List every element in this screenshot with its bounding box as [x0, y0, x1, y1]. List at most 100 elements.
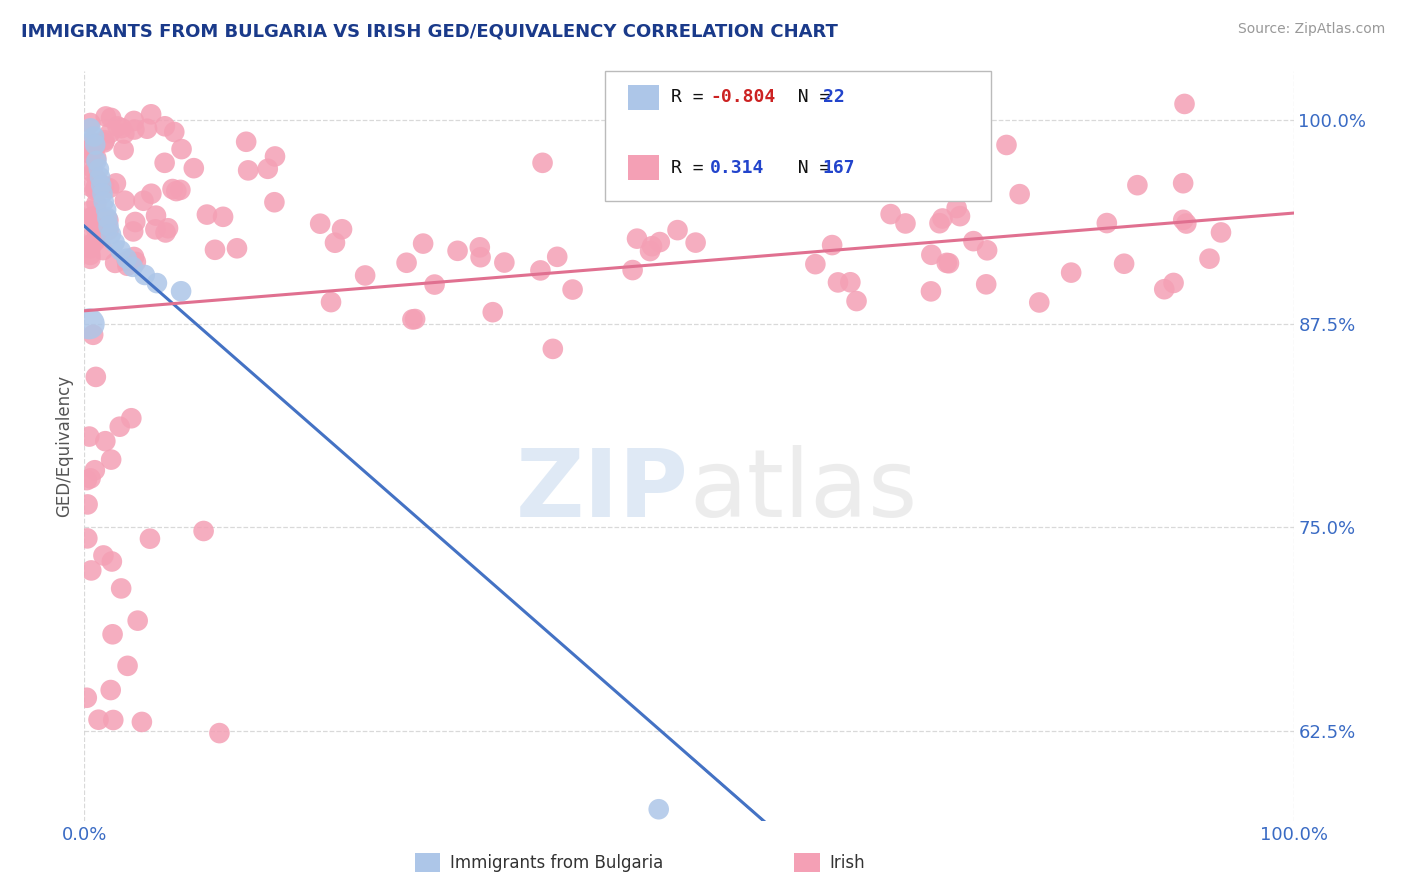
Point [100, 452, 122, 467]
Point [170, 285, 193, 299]
Point [76, 473, 98, 487]
Point [120, 411, 142, 425]
Point [621, 263, 644, 277]
Point [83, 129, 105, 144]
Point [107, 120, 129, 134]
Point [146, 276, 169, 290]
Point [494, 255, 516, 269]
Point [204, 243, 226, 257]
Point [94, 110, 117, 124]
Point [685, 235, 707, 250]
Text: -0.804: -0.804 [710, 88, 775, 106]
Point [97, 213, 120, 227]
Point [638, 244, 661, 258]
Point [84, 140, 107, 154]
Point [170, 142, 193, 156]
Point [236, 163, 259, 178]
Point [839, 275, 862, 289]
Point [323, 235, 346, 250]
Point [93, 194, 115, 209]
Point [112, 127, 135, 141]
Point [79, 237, 101, 252]
Point [90, 220, 112, 235]
Text: R =: R = [671, 159, 714, 177]
Text: atlas: atlas [689, 445, 917, 537]
Point [131, 714, 153, 729]
Point [319, 295, 342, 310]
Point [1198, 252, 1220, 266]
Point [193, 524, 215, 538]
Point [91, 211, 114, 226]
Point [470, 250, 492, 264]
Point [162, 182, 184, 196]
Point [183, 161, 205, 176]
Point [139, 532, 162, 546]
Point [115, 254, 138, 268]
Point [90, 178, 112, 193]
Point [134, 268, 156, 282]
Point [446, 244, 468, 258]
Point [804, 257, 827, 271]
Point [235, 135, 257, 149]
Point [412, 236, 434, 251]
Point [79, 203, 101, 218]
Point [132, 194, 155, 208]
Point [84, 181, 107, 195]
Point [84, 137, 107, 152]
Point [86, 196, 108, 211]
Point [145, 209, 167, 223]
Point [100, 683, 122, 698]
Point [79, 248, 101, 262]
Point [531, 156, 554, 170]
Point [1028, 295, 1050, 310]
Point [79, 231, 101, 245]
Text: Source: ZipAtlas.com: Source: ZipAtlas.com [1237, 22, 1385, 37]
Point [169, 183, 191, 197]
Point [79, 121, 101, 136]
Point [79, 142, 101, 156]
Point [93, 136, 115, 150]
Point [648, 802, 671, 816]
Point [77, 317, 100, 331]
Point [79, 241, 101, 255]
Point [94, 434, 117, 449]
Point [256, 161, 278, 176]
Point [920, 161, 942, 175]
Point [122, 250, 145, 264]
Text: 167: 167 [823, 159, 855, 177]
Point [117, 259, 139, 273]
Point [945, 201, 967, 215]
Point [1008, 187, 1031, 202]
Point [1173, 212, 1195, 227]
Point [139, 107, 162, 121]
Point [97, 223, 120, 237]
Point [920, 248, 942, 262]
Point [529, 263, 551, 277]
Point [86, 173, 108, 187]
Point [1175, 217, 1198, 231]
Point [155, 226, 177, 240]
Point [165, 184, 187, 198]
Point [112, 143, 135, 157]
Point [101, 627, 124, 641]
Point [264, 149, 287, 163]
Point [84, 151, 107, 165]
Point [1114, 257, 1136, 271]
Point [124, 215, 146, 229]
Point [121, 260, 143, 274]
Point [86, 223, 108, 237]
Point [93, 133, 115, 147]
Point [79, 252, 101, 266]
Point [82, 165, 104, 179]
Point [157, 221, 180, 235]
Point [79, 147, 101, 161]
Point [114, 194, 136, 208]
Point [1126, 178, 1149, 193]
Point [83, 210, 105, 224]
Point [83, 463, 105, 477]
Point [93, 178, 115, 193]
Point [84, 370, 107, 384]
Point [80, 563, 103, 577]
Point [82, 161, 104, 176]
Text: 0.314: 0.314 [710, 159, 765, 177]
